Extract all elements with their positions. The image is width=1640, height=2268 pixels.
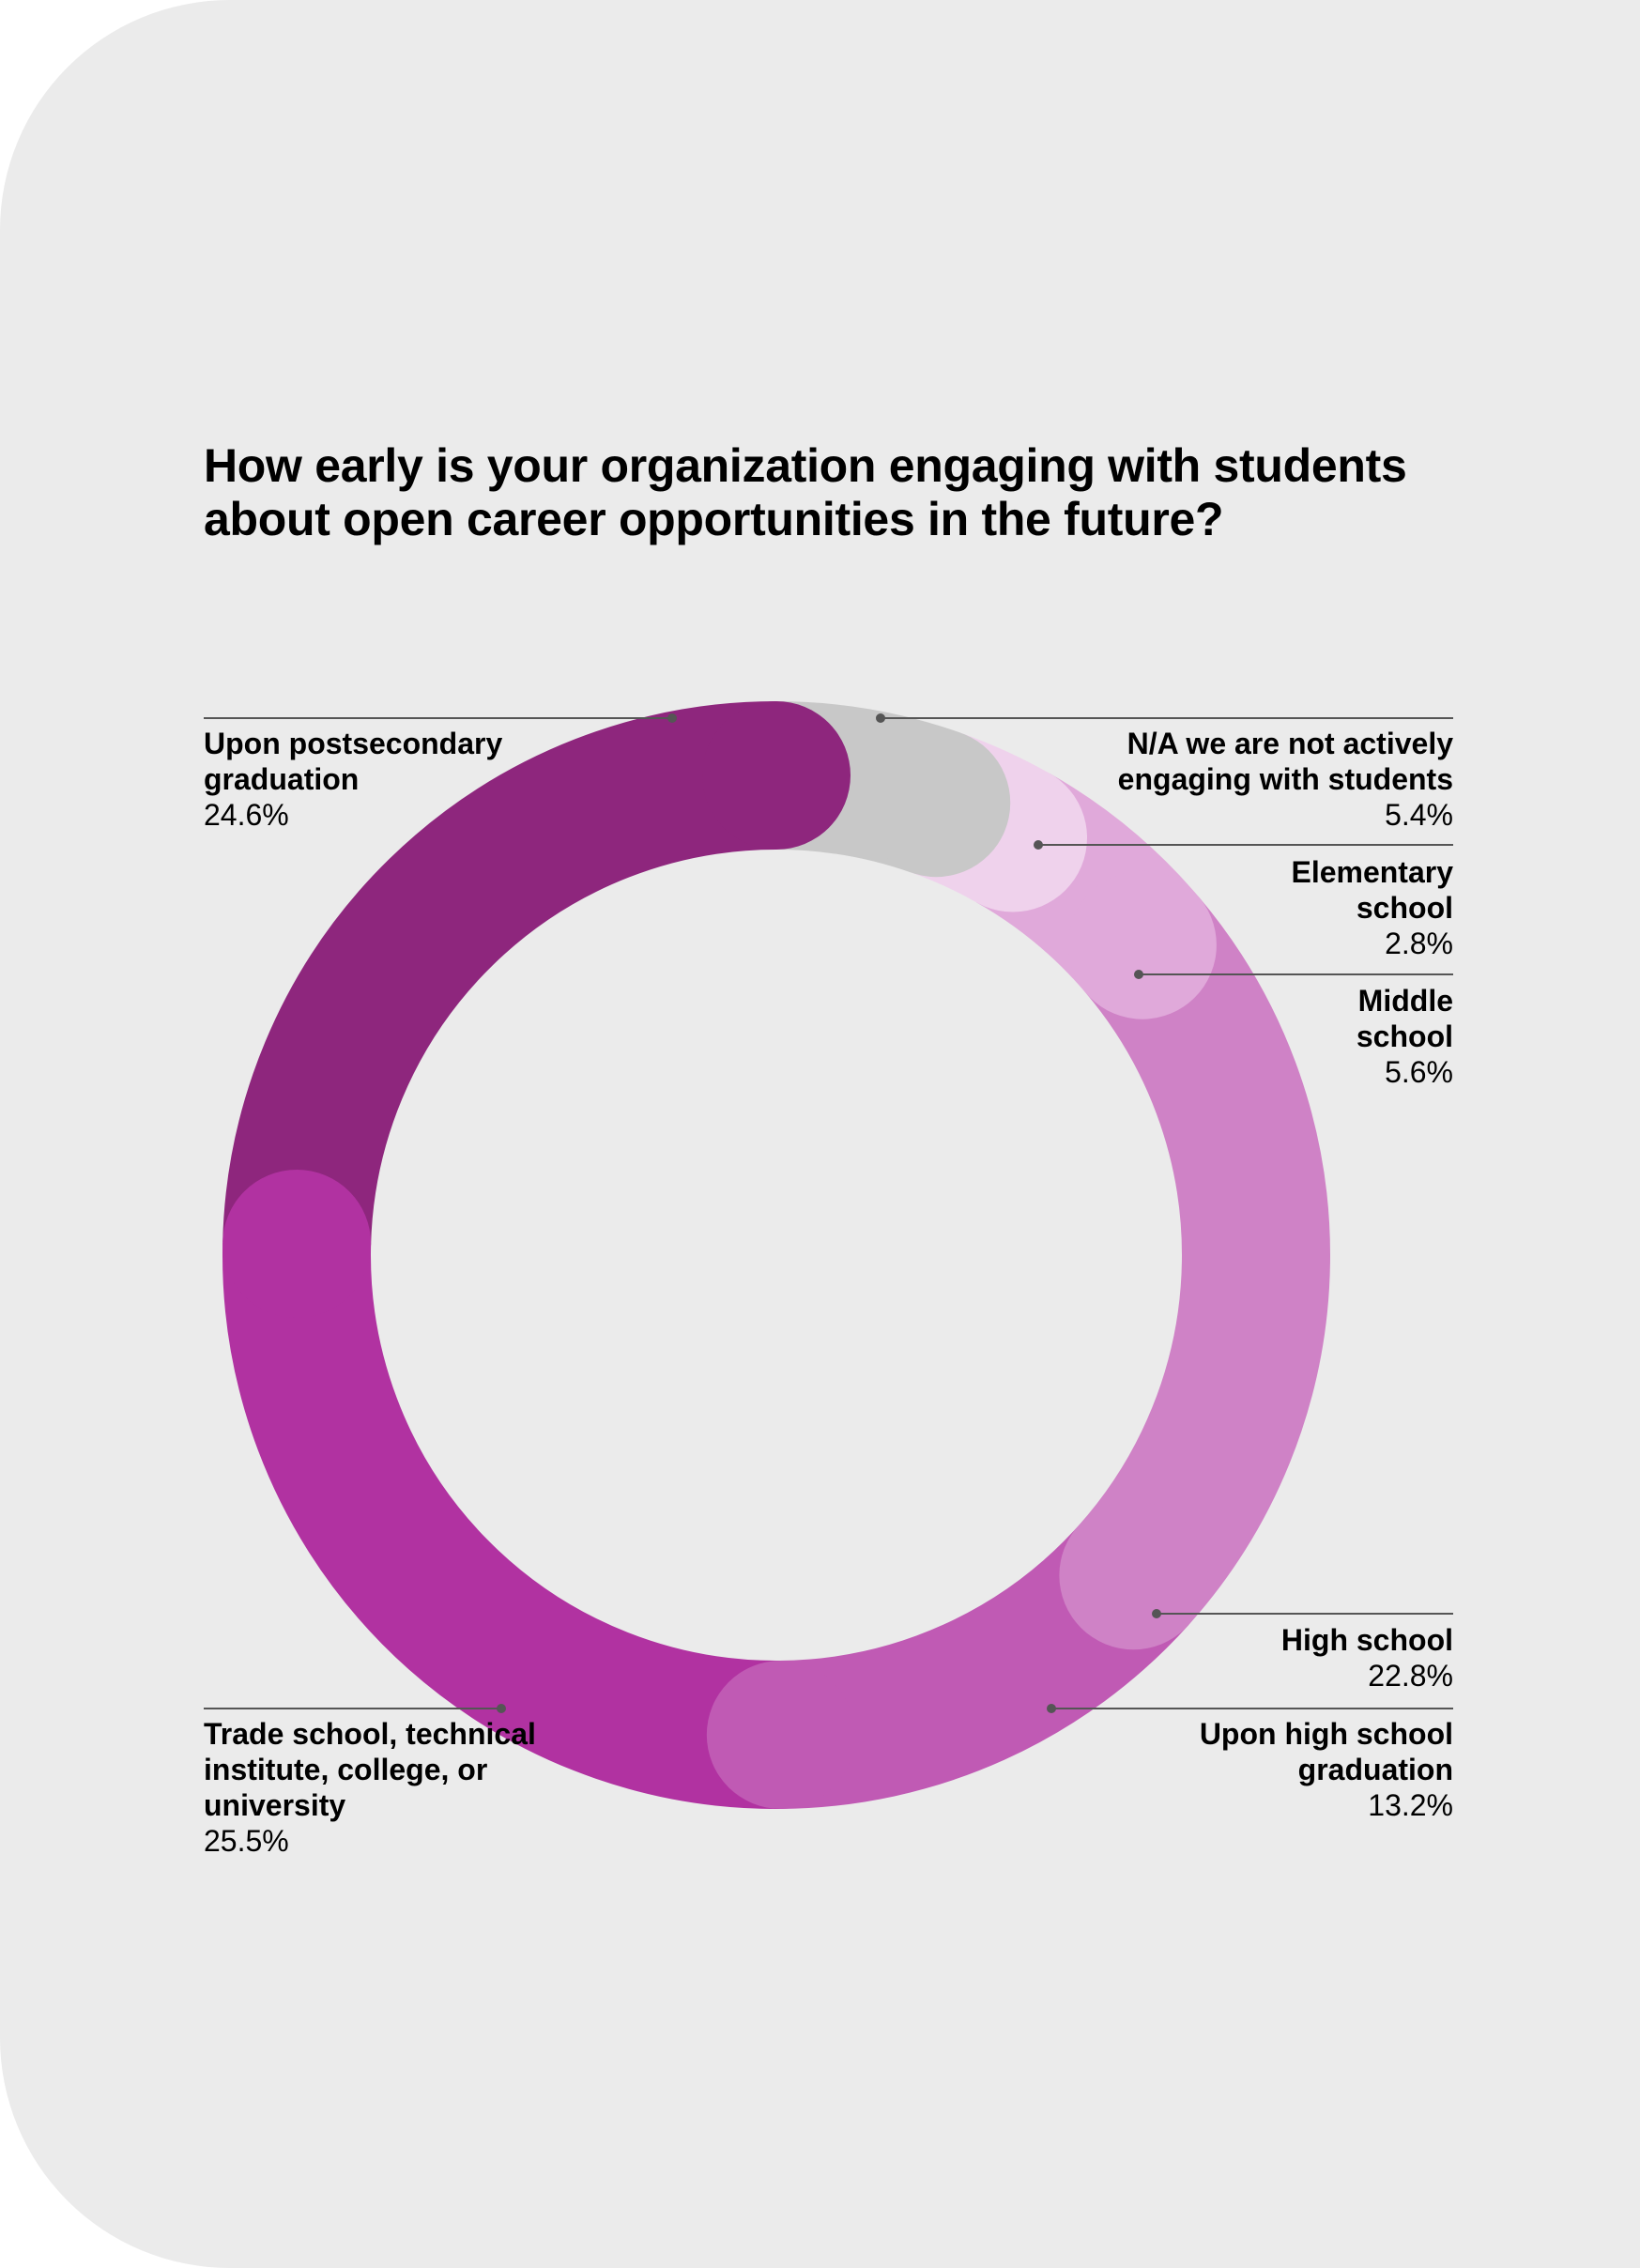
leader-dot-na — [876, 713, 885, 723]
label-high-name: High school — [1280, 1623, 1453, 1657]
slice-cap-upon_high — [706, 1660, 855, 1809]
label-high: High school 22.8% — [1172, 1622, 1453, 1693]
label-postsecondary-value: 24.6% — [204, 798, 289, 832]
slice-cap-postsecondary — [702, 701, 851, 850]
slice-postsecondary — [222, 701, 777, 1247]
leader-dot-postsecondary — [667, 713, 677, 723]
leader-dot-upon-high — [1047, 1704, 1056, 1713]
label-middle-name: Middle school — [1356, 984, 1453, 1053]
leader-dot-middle — [1134, 970, 1143, 979]
label-trade-value: 25.5% — [204, 1824, 289, 1858]
label-elementary-value: 2.8% — [1385, 927, 1453, 960]
leader-dot-high — [1152, 1609, 1161, 1618]
label-high-value: 22.8% — [1368, 1659, 1453, 1693]
slice-cap-middle — [1067, 870, 1217, 1019]
label-trade-name: Trade school, technical institute, colle… — [204, 1717, 536, 1822]
donut-slices — [222, 701, 1330, 1809]
leader-lines — [204, 713, 1453, 1713]
label-na: N/A we are not actively engaging with st… — [1059, 726, 1453, 833]
label-middle: Middle school 5.6% — [1312, 983, 1453, 1090]
leader-dot-elementary — [1034, 840, 1043, 850]
label-postsecondary: Upon postsecondary graduation 24.6% — [204, 726, 551, 833]
label-na-name: N/A we are not actively engaging with st… — [1117, 727, 1453, 796]
label-elementary-name: Elementary school — [1291, 855, 1453, 925]
slice-trade — [222, 1242, 782, 1809]
label-upon-high: Upon high school graduation 13.2% — [1143, 1716, 1453, 1823]
slice-cap-trade — [222, 1169, 372, 1318]
label-middle-value: 5.6% — [1385, 1055, 1453, 1089]
label-elementary: Elementary school 2.8% — [1228, 854, 1453, 961]
label-upon-high-name: Upon high school graduation — [1199, 1717, 1453, 1786]
label-trade: Trade school, technical institute, colle… — [204, 1716, 542, 1859]
leader-dot-trade — [497, 1704, 506, 1713]
slice-cap-high — [1059, 1501, 1208, 1650]
label-na-value: 5.4% — [1385, 798, 1453, 832]
label-upon-high-value: 13.2% — [1368, 1788, 1453, 1822]
chart-title: How early is your organization engaging … — [204, 439, 1407, 545]
slice-high — [1078, 896, 1330, 1625]
label-postsecondary-name: Upon postsecondary graduation — [204, 727, 503, 796]
slice-cap-na — [862, 728, 1011, 878]
